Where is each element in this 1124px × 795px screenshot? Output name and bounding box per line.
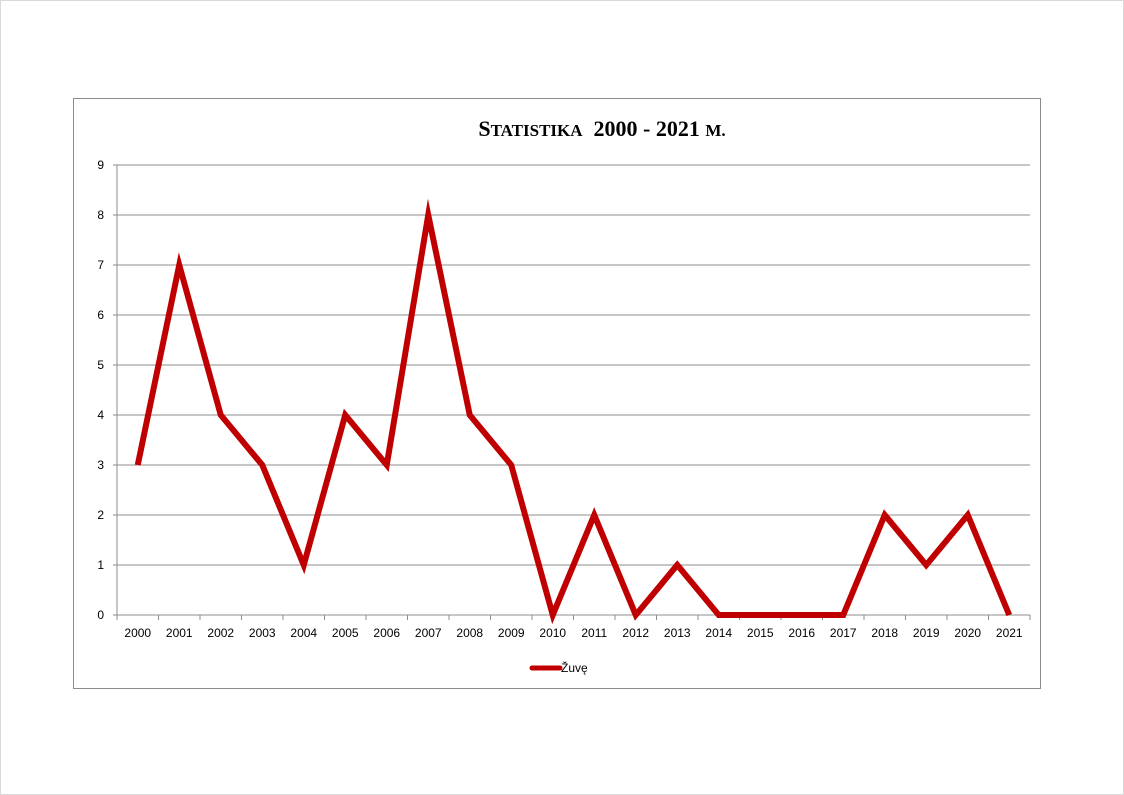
chart-frame: STATISTIKA 2000 - 2021 M. 0 1 2 3 4 5 6 7 8 9 200… [73, 98, 1041, 689]
chart-title: STATISTIKA 2000 - 2021 M. [478, 116, 725, 141]
y-tick-labels: 0 1 2 3 4 5 6 7 8 9 [97, 158, 104, 622]
x-tick-label: 2005 [332, 626, 359, 640]
series-group [134, 198, 1013, 625]
x-tick-label: 2013 [664, 626, 691, 640]
axes [116, 165, 1031, 620]
x-tick-label: 2006 [373, 626, 400, 640]
y-tick-label: 3 [97, 458, 104, 472]
x-tick-label: 2014 [705, 626, 732, 640]
x-tick-labels: 2000 2001 2002 2003 2004 2005 2006 2007 2008 2009… [124, 626, 1023, 640]
legend-label: Žuvę [561, 660, 588, 675]
y-tick-label: 7 [97, 258, 104, 272]
x-tick-label: 2003 [249, 626, 276, 640]
x-tick-label: 2019 [913, 626, 940, 640]
x-tick-label: 2008 [456, 626, 483, 640]
x-tick-label: 2002 [207, 626, 234, 640]
x-tick-label: 2012 [622, 626, 649, 640]
y-tick-label: 5 [97, 358, 104, 372]
series-line-0 [134, 198, 1013, 625]
x-tick-label: 2018 [871, 626, 898, 640]
y-tick-label: 4 [97, 408, 104, 422]
x-tick-label: 2001 [166, 626, 193, 640]
x-tick-label: 2000 [124, 626, 151, 640]
x-tick-label: 2004 [290, 626, 317, 640]
x-tick-label: 2011 [581, 626, 607, 640]
x-tick-label: 2007 [415, 626, 442, 640]
line-chart: STATISTIKA 2000 - 2021 M. 0 1 2 3 4 5 6 7 8 9 200… [97, 116, 1031, 675]
legend: Žuvę [529, 660, 588, 675]
y-tick-label: 1 [97, 558, 104, 572]
x-tick-label: 2009 [498, 626, 525, 640]
y-tick-label: 8 [97, 208, 104, 222]
x-tick-label: 2015 [747, 626, 774, 640]
x-tick-label: 2021 [996, 626, 1023, 640]
gridlines [113, 164, 1030, 616]
x-tick-label: 2016 [788, 626, 815, 640]
y-tick-label: 2 [97, 508, 104, 522]
x-tick-label: 2017 [830, 626, 857, 640]
x-tick-label: 2020 [954, 626, 981, 640]
y-tick-label: 6 [97, 308, 104, 322]
y-tick-label: 9 [97, 158, 104, 172]
y-tick-label: 0 [97, 608, 104, 622]
x-tick-label: 2010 [539, 626, 566, 640]
